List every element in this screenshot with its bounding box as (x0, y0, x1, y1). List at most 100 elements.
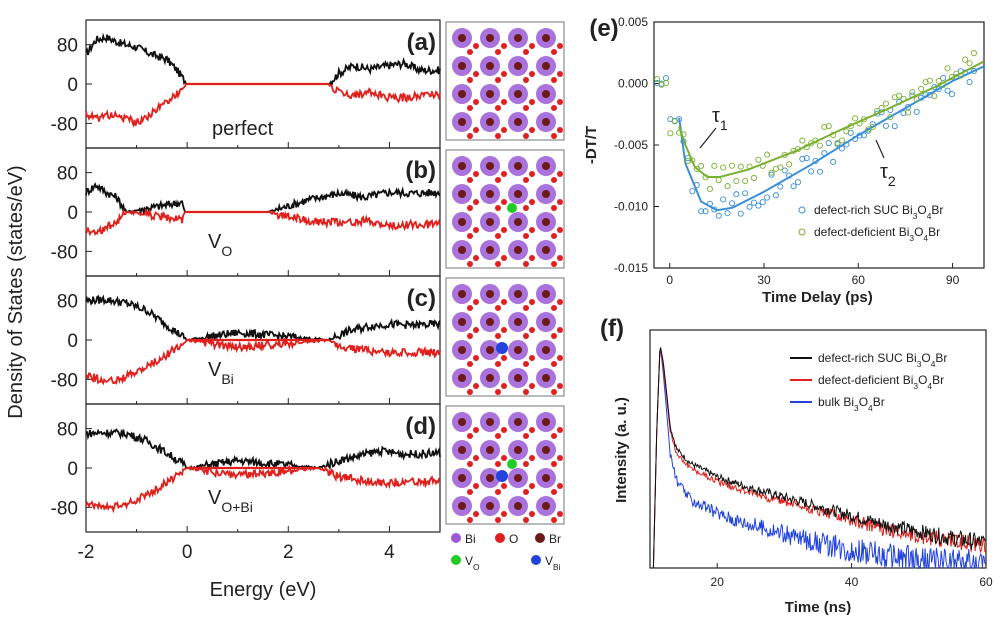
dos-panel-4: 80 0 -80 (d) VO+Bi (51, 403, 441, 533)
legend-swatch (451, 555, 461, 565)
f-legend-label: bulk Bi3O4Br (818, 395, 885, 413)
legend-label: VO (465, 554, 480, 572)
legend-swatch (531, 555, 541, 565)
o-atom (495, 517, 501, 523)
br-atom (514, 190, 522, 198)
o-atom (557, 355, 563, 361)
o-atom (523, 105, 529, 111)
dos-ytick-label: 0 (67, 75, 78, 96)
e-data-point (852, 115, 859, 122)
o-atom (467, 177, 473, 183)
br-atom (542, 374, 550, 382)
o-atom (529, 427, 535, 433)
e-data-point (667, 130, 674, 137)
e-data-point (816, 168, 823, 175)
e-data-point (896, 92, 903, 99)
o-atom (551, 77, 557, 83)
br-atom (542, 446, 550, 454)
tau2-arrow (875, 139, 885, 159)
o-atom (473, 427, 479, 433)
o-atom (501, 255, 507, 261)
e-data-point (944, 87, 951, 94)
panel-tag: (a) (407, 29, 436, 56)
e-data-point (702, 208, 709, 215)
o-atom (557, 299, 563, 305)
o-atom (557, 71, 563, 77)
legend-swatch (495, 533, 505, 543)
e-data-point (733, 191, 740, 198)
f-decay-line (652, 349, 987, 570)
structure-legend: Bi O Br VO VBi (451, 532, 561, 572)
br-atom (486, 446, 494, 454)
o-atom (473, 327, 479, 333)
o-atom (501, 199, 507, 205)
dos-ytick-label: 0 (67, 459, 78, 480)
e-data-point (966, 60, 973, 67)
e-data-point (706, 185, 713, 193)
e-data-point (733, 177, 740, 185)
br-atom (542, 346, 550, 354)
e-data-point (948, 91, 955, 98)
e-data-point (786, 161, 793, 168)
o-atom (523, 517, 529, 523)
br-atom (514, 418, 522, 426)
o-atom (529, 171, 535, 177)
dos-ytick-label: -80 (51, 370, 78, 391)
e-data-point (926, 77, 933, 84)
dos-spin-up-line (85, 32, 441, 88)
e-data-point (715, 177, 722, 184)
structure-panels: Bi O Br VO VBi (445, 21, 565, 572)
e-ytick-label: 0.000 (618, 77, 648, 91)
e-data-point (693, 165, 700, 173)
e-xtick-label: 90 (946, 273, 960, 287)
e-data-point (808, 168, 815, 175)
e-data-point (799, 155, 806, 162)
o-atom (529, 299, 535, 305)
dos-panel-3: 80 0 -80 (c) VBi (51, 275, 441, 405)
e-data-point (764, 194, 771, 201)
br-atom (486, 418, 494, 426)
panel-tag: (c) (407, 285, 436, 312)
br-atom (514, 90, 522, 98)
br-atom (486, 290, 494, 298)
o-atom (467, 77, 473, 83)
e-data-point (803, 155, 810, 162)
dos-ytick-label: 80 (57, 36, 78, 57)
o-atom (495, 233, 501, 239)
panel-tag: (d) (405, 413, 436, 440)
o-atom (473, 455, 479, 461)
e-data-point (777, 164, 784, 171)
o-atom (495, 49, 501, 55)
vacancy-o-marker (507, 203, 517, 213)
e-data-point (940, 74, 947, 81)
br-atom (514, 502, 522, 510)
e-data-point (821, 123, 828, 130)
e-data-point (662, 79, 669, 87)
o-atom (529, 199, 535, 205)
br-atom (542, 246, 550, 254)
br-atom (486, 346, 494, 354)
f-frame (649, 329, 987, 569)
vacancy-o-marker (507, 459, 517, 469)
o-atom (551, 133, 557, 139)
f-yaxis-title: Intensity (a. u.) (613, 397, 630, 503)
o-atom (473, 355, 479, 361)
o-atom (495, 489, 501, 495)
o-atom (495, 461, 501, 467)
e-data-point (935, 77, 942, 85)
e-data-point (962, 56, 969, 63)
o-atom (529, 383, 535, 389)
e-data-point (689, 188, 696, 195)
e-data-point (755, 202, 762, 209)
o-atom (523, 133, 529, 139)
o-atom (529, 43, 535, 49)
panel-condition-label: VO (208, 231, 232, 259)
e-data-point (838, 137, 845, 144)
br-atom (486, 318, 494, 326)
e-data-point (781, 167, 788, 174)
e-data-point (742, 190, 749, 197)
br-atom (458, 118, 466, 126)
br-atom (514, 374, 522, 382)
o-atom (529, 255, 535, 261)
e-data-point (768, 169, 775, 176)
